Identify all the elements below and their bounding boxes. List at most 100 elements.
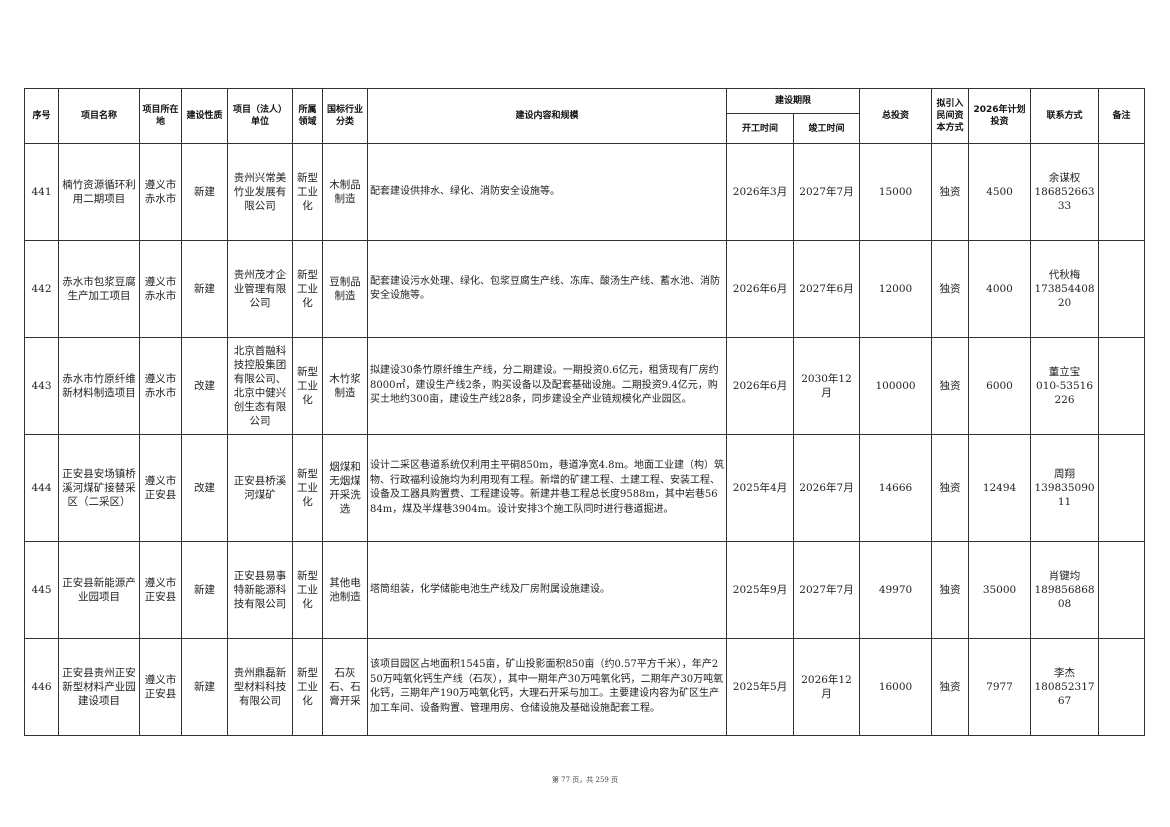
cell-location: 遵义市赤水市 [139, 337, 182, 435]
cell-end: 2027年6月 [792, 240, 861, 338]
cell-remark [1098, 638, 1146, 736]
cell-nature: 新建 [181, 638, 228, 736]
cell-name: 正安县贵州正安新型材料产业园建设项目 [58, 638, 140, 736]
table-row: 446 正安县贵州正安新型材料产业园建设项目 遵义市正安县 新建 贵州鼎磊新型材料科技有… [24, 638, 1146, 736]
header-capital: 拟引入民间资本方式 [931, 88, 970, 144]
header-contact: 联系方式 [1030, 88, 1100, 144]
cell-remark [1098, 240, 1146, 338]
cell-capital: 独资 [931, 638, 970, 736]
cell-content: 配套建设污水处理、绿化、包浆豆腐生产线、冻库、酸汤生产线、蓄水池、消防安全设施等… [367, 240, 727, 338]
cell-end: 2027年7月 [792, 143, 861, 241]
contact-phone: 17385440820 [1034, 283, 1095, 309]
cell-seq: 443 [24, 337, 59, 435]
cell-domain: 新型工业化 [292, 638, 323, 736]
cell-plan: 12494 [968, 434, 1032, 542]
cell-contact: 李杰 18085231767 [1030, 638, 1100, 736]
contact-name: 李杰 [1054, 667, 1076, 679]
cell-plan: 4500 [968, 143, 1032, 241]
cell-content: 拟建设30条竹原纤维生产线，分二期建设。一期投资0.6亿元，租赁现有厂房约800… [367, 337, 727, 435]
cell-content: 该项目园区占地面积1545亩，矿山投影面积850亩（约0.57平方千米），年产2… [367, 638, 727, 736]
contact-phone: 13983509011 [1034, 482, 1095, 508]
contact-name: 余谋权 [1048, 172, 1081, 184]
page-number: 第 77 页，共 259 页 [551, 776, 619, 784]
cell-remark [1098, 541, 1146, 639]
header-content: 建设内容和规模 [367, 88, 727, 144]
table-body: 441 楠竹资源循环利用二期项目 遵义市赤水市 新建 贵州兴常美竹业发展有限公司 新型工业… [24, 143, 1146, 736]
table-row: 445 正安县新能源产业园项目 遵义市正安县 新建 正安县易事特新能源科技有限公司 新型工… [24, 541, 1146, 639]
cell-unit: 正安县桥溪河煤矿 [227, 434, 293, 542]
header-remark: 备注 [1098, 88, 1146, 144]
cell-content: 设计二采区巷道系统仅利用主平硐850m，巷道净宽4.8m。地面工业建（构）筑物、… [367, 434, 727, 542]
cell-end: 2026年7月 [792, 434, 861, 542]
cell-total: 100000 [859, 337, 933, 435]
header-period: 建设期限 [725, 88, 861, 114]
cell-start: 2026年6月 [726, 240, 794, 338]
cell-start: 2026年3月 [726, 143, 794, 241]
cell-name: 正安县安场镇桥溪河煤矿接替采区（二采区） [58, 434, 140, 542]
cell-nature: 新建 [181, 143, 228, 241]
cell-remark [1098, 143, 1146, 241]
header-total: 总投资 [859, 88, 933, 144]
cell-capital: 独资 [931, 434, 970, 542]
cell-remark [1098, 434, 1146, 542]
table-row: 441 楠竹资源循环利用二期项目 遵义市赤水市 新建 贵州兴常美竹业发展有限公司 新型工业… [24, 143, 1146, 241]
contact-phone: 18085231767 [1034, 681, 1095, 707]
cell-contact: 周翔 13983509011 [1030, 434, 1100, 542]
cell-unit: 贵州茂才企业管理有限公司 [227, 240, 293, 338]
cell-end: 2027年7月 [792, 541, 861, 639]
cell-name: 赤水市包浆豆腐生产加工项目 [58, 240, 140, 338]
cell-content: 塔筒组装，化学储能电池生产线及厂房附属设施建设。 [367, 541, 727, 639]
cell-seq: 442 [24, 240, 59, 338]
cell-total: 15000 [859, 143, 933, 241]
cell-nature: 新建 [181, 240, 228, 338]
cell-domain: 新型工业化 [292, 240, 323, 338]
header-nature: 建设性质 [181, 88, 228, 144]
cell-total: 49970 [859, 541, 933, 639]
cell-domain: 新型工业化 [292, 143, 323, 241]
cell-contact: 代秋梅 17385440820 [1030, 240, 1100, 338]
cell-name: 赤水市竹原纤维新材料制造项目 [58, 337, 140, 435]
cell-name: 楠竹资源循环利用二期项目 [58, 143, 140, 241]
cell-seq: 444 [24, 434, 59, 542]
header-name: 项目名称 [58, 88, 140, 144]
cell-end: 2026年12月 [792, 638, 861, 736]
table-row: 443 赤水市竹原纤维新材料制造项目 遵义市赤水市 改建 北京首融科技控股集团有限公司、… [24, 337, 1146, 435]
cell-end: 2030年12月 [792, 337, 861, 435]
cell-start: 2026年6月 [726, 337, 794, 435]
cell-nature: 改建 [181, 337, 228, 435]
cell-contact: 董立宝 010-53516226 [1030, 337, 1100, 435]
table-row: 444 正安县安场镇桥溪河煤矿接替采区（二采区） 遵义市正安县 改建 正安县桥溪河煤矿新… [24, 434, 1146, 542]
cell-seq: 441 [24, 143, 59, 241]
cell-location: 遵义市赤水市 [139, 143, 182, 241]
cell-contact: 余谋权 18685266333 [1030, 143, 1100, 241]
cell-total: 16000 [859, 638, 933, 736]
cell-capital: 独资 [931, 337, 970, 435]
contact-name: 董立宝 [1048, 366, 1081, 378]
cell-plan: 4000 [968, 240, 1032, 338]
cell-capital: 独资 [931, 143, 970, 241]
header-end: 竣工时间 [792, 113, 861, 144]
table-row: 442 赤水市包浆豆腐生产加工项目 遵义市赤水市 新建 贵州茂才企业管理有限公司 新型工业… [24, 240, 1146, 338]
contact-phone: 18985686808 [1034, 584, 1095, 610]
cell-industry: 木制品制造 [322, 143, 368, 241]
cell-content: 配套建设供排水、绿化、消防安全设施等。 [367, 143, 727, 241]
cell-start: 2025年5月 [726, 638, 794, 736]
cell-capital: 独资 [931, 240, 970, 338]
header-seq: 序号 [24, 88, 59, 144]
contact-phone: 18685266333 [1034, 186, 1095, 212]
header-industry: 国标行业分类 [322, 88, 368, 144]
header-domain: 所属领域 [292, 88, 323, 144]
contact-name: 周翔 [1054, 468, 1076, 480]
header-unit: 项目（法人）单位 [227, 88, 293, 144]
header-start: 开工时间 [726, 113, 794, 144]
cell-location: 遵义市正安县 [139, 638, 182, 736]
cell-industry: 石灰石、石膏开采 [322, 638, 368, 736]
cell-unit: 北京首融科技控股集团有限公司、北京中健兴创生态有限公司 [227, 337, 293, 435]
cell-seq: 445 [24, 541, 59, 639]
cell-industry: 豆制品制造 [322, 240, 368, 338]
cell-total: 14666 [859, 434, 933, 542]
cell-start: 2025年4月 [726, 434, 794, 542]
contact-name: 代秋梅 [1048, 269, 1081, 281]
cell-nature: 新建 [181, 541, 228, 639]
cell-industry: 其他电池制造 [322, 541, 368, 639]
